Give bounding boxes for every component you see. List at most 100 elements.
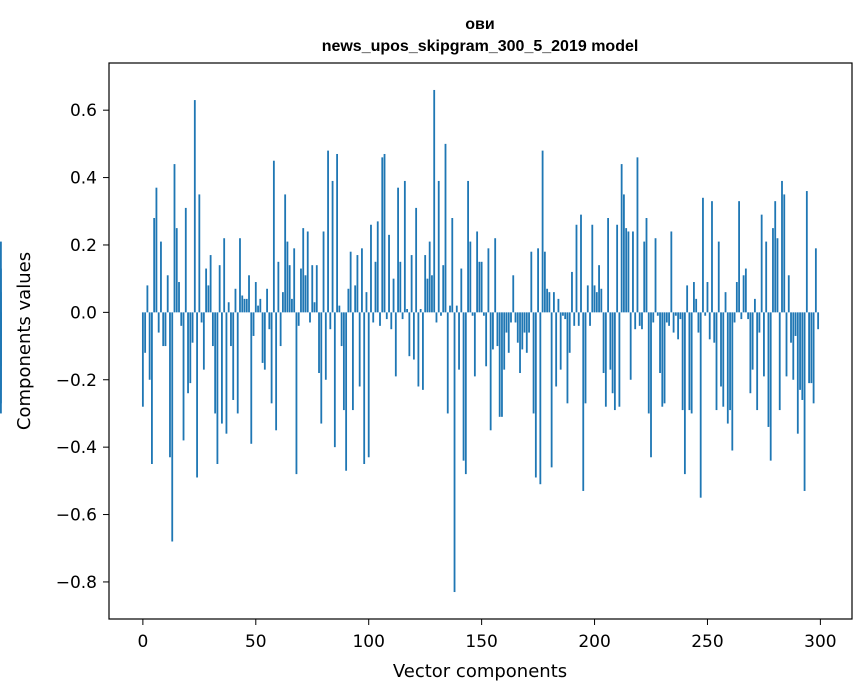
bar xyxy=(268,312,271,330)
bar xyxy=(403,180,406,313)
bar xyxy=(749,312,752,394)
bar xyxy=(665,312,668,323)
y-tick-label: −0.8 xyxy=(56,573,97,593)
bars-group xyxy=(0,89,820,593)
bar xyxy=(333,312,336,448)
bar xyxy=(679,312,682,320)
bar xyxy=(155,187,158,313)
bar xyxy=(654,238,657,313)
bar xyxy=(799,312,801,390)
bar xyxy=(494,238,497,313)
bar xyxy=(336,153,338,313)
bar xyxy=(496,312,499,347)
bar xyxy=(688,312,691,411)
bar xyxy=(455,305,458,313)
chart-subtitle: news_upos_skipgram_300_5_2019 model xyxy=(322,38,639,55)
bar xyxy=(0,268,2,313)
bar xyxy=(589,312,591,326)
bar xyxy=(160,241,162,313)
bar xyxy=(492,312,494,350)
bar xyxy=(817,312,820,330)
bar xyxy=(650,312,652,458)
bar xyxy=(327,150,329,313)
bar xyxy=(318,312,320,374)
bar xyxy=(349,251,352,313)
bar xyxy=(562,312,564,316)
bar xyxy=(356,255,359,313)
bar xyxy=(354,285,357,313)
bar xyxy=(218,265,221,313)
bar xyxy=(577,312,580,326)
bar xyxy=(541,150,544,313)
bar xyxy=(361,248,363,313)
bar xyxy=(663,312,666,404)
bar xyxy=(711,201,713,313)
bar xyxy=(473,312,476,377)
y-tick-label: −0.4 xyxy=(56,438,97,458)
bar xyxy=(708,312,711,340)
bar xyxy=(379,312,381,326)
bar xyxy=(241,295,244,313)
bar xyxy=(740,312,743,320)
bar xyxy=(261,312,264,363)
bar xyxy=(424,255,427,313)
bar xyxy=(756,312,759,411)
bar xyxy=(451,218,454,313)
bar xyxy=(171,312,174,542)
bar xyxy=(792,312,795,380)
bar xyxy=(510,312,512,323)
bar xyxy=(643,241,646,313)
bar xyxy=(681,312,684,411)
bar xyxy=(659,312,661,374)
bar xyxy=(805,191,808,313)
bar xyxy=(566,312,569,404)
bar xyxy=(604,312,607,407)
bar xyxy=(263,312,266,370)
bar xyxy=(674,312,677,316)
bar xyxy=(151,312,153,464)
bar xyxy=(672,312,675,333)
bar xyxy=(722,312,725,407)
bar xyxy=(512,275,515,313)
bar xyxy=(216,312,219,464)
x-tick-label: 100 xyxy=(352,632,384,652)
y-axis-label: Components values xyxy=(14,252,35,430)
bar xyxy=(552,292,555,313)
bar xyxy=(175,228,178,313)
bar xyxy=(487,248,490,313)
bar xyxy=(352,312,354,411)
bar xyxy=(503,312,506,370)
bar xyxy=(697,312,700,333)
bar xyxy=(331,180,334,313)
bar xyxy=(774,201,777,313)
bar xyxy=(367,312,370,458)
bar xyxy=(164,312,167,347)
bar xyxy=(550,312,553,468)
bar xyxy=(525,312,528,353)
bar xyxy=(702,197,704,313)
bar xyxy=(652,312,655,323)
bar xyxy=(598,265,600,313)
bar xyxy=(302,228,305,313)
bar xyxy=(266,288,268,313)
bar xyxy=(248,275,250,313)
bar xyxy=(769,312,772,461)
x-tick-label: 250 xyxy=(691,632,723,652)
bar xyxy=(543,251,546,313)
bar xyxy=(616,224,619,313)
bar xyxy=(602,312,605,374)
bar xyxy=(693,282,695,313)
bar xyxy=(410,255,413,313)
bar xyxy=(720,312,722,387)
bar xyxy=(209,255,212,313)
bar xyxy=(715,312,718,411)
bar xyxy=(399,261,402,313)
bar xyxy=(433,89,436,313)
bar xyxy=(440,312,442,316)
bar xyxy=(751,312,754,370)
bar xyxy=(467,180,469,313)
bar xyxy=(180,312,183,326)
bar xyxy=(595,292,598,313)
bar xyxy=(207,285,210,313)
bar xyxy=(0,312,2,336)
